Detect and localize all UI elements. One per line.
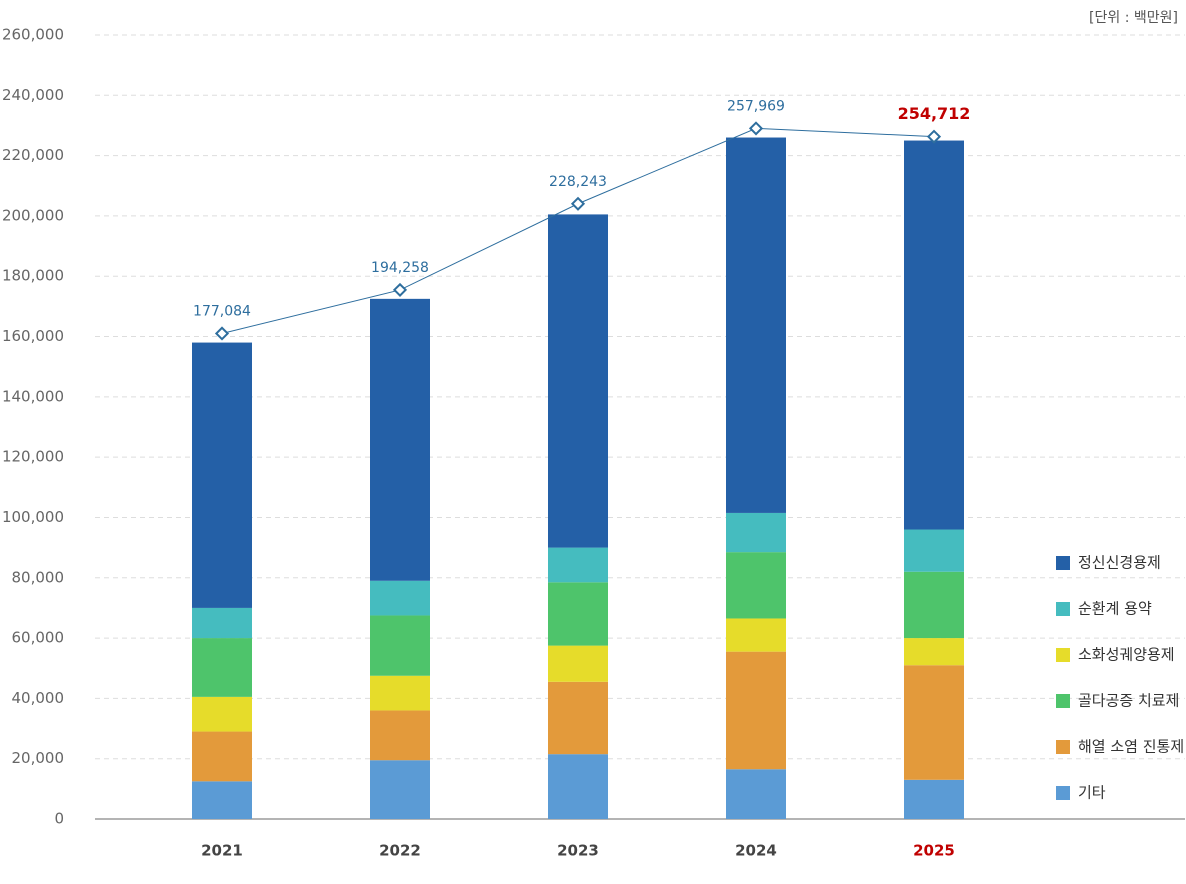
bar-segment xyxy=(726,552,786,619)
bar-segment xyxy=(726,137,786,513)
total-label: 257,969 xyxy=(727,98,785,114)
bar-segment xyxy=(192,696,252,732)
bar-segment xyxy=(726,769,786,819)
total-marker xyxy=(214,326,230,341)
bar-segment xyxy=(192,342,252,608)
legend-swatch xyxy=(1056,648,1070,662)
x-tick-label: 2021 xyxy=(201,842,243,860)
bar-segment xyxy=(904,571,964,639)
y-tick-label: 220,000 xyxy=(2,146,64,164)
legend-label: 골다공증 치료제 xyxy=(1078,692,1179,710)
bar-segment xyxy=(904,665,964,780)
y-tick-label: 240,000 xyxy=(2,86,64,104)
x-tick-label: 2023 xyxy=(557,842,599,860)
legend-swatch xyxy=(1056,786,1070,800)
y-tick-label: 140,000 xyxy=(2,387,64,405)
bar-segment xyxy=(904,638,964,666)
bar-segment xyxy=(548,582,608,646)
total-marker xyxy=(748,121,764,136)
bar-segment xyxy=(904,140,964,530)
bar-segment xyxy=(370,615,430,676)
y-tick-label: 160,000 xyxy=(2,327,64,345)
bar-segment xyxy=(726,512,786,553)
y-tick-label: 0 xyxy=(54,810,64,828)
bar-segment xyxy=(370,298,430,581)
bar-segment xyxy=(370,760,430,819)
total-label: 177,084 xyxy=(193,303,251,319)
y-tick-label: 60,000 xyxy=(12,629,65,647)
x-tick-label: 2025 xyxy=(913,842,955,860)
legend-label: 소화성궤양용제 xyxy=(1078,646,1175,664)
y-tick-label: 260,000 xyxy=(2,26,64,44)
legend-label: 정신신경용제 xyxy=(1078,554,1161,572)
bar-segment xyxy=(904,529,964,572)
x-tick-label: 2024 xyxy=(735,842,777,860)
legend-swatch xyxy=(1056,740,1070,754)
total-label: 194,258 xyxy=(371,260,429,276)
legend-swatch xyxy=(1056,602,1070,616)
total-marker xyxy=(392,282,408,298)
bar-segment xyxy=(192,607,252,639)
total-label: 228,243 xyxy=(549,174,607,190)
bar-segment xyxy=(548,547,608,583)
y-tick-label: 40,000 xyxy=(12,689,65,707)
bar-segment xyxy=(192,638,252,697)
legend-label: 순환계 용약 xyxy=(1078,600,1152,618)
total-label: 254,712 xyxy=(898,104,971,123)
total-marker xyxy=(570,196,586,211)
x-tick-label: 2022 xyxy=(379,842,421,860)
legend-swatch xyxy=(1056,556,1070,570)
bar-segment xyxy=(548,645,608,682)
y-tick-label: 80,000 xyxy=(12,568,65,586)
legend-label: 기타 xyxy=(1078,784,1106,802)
legend-swatch xyxy=(1056,694,1070,708)
bar-segment xyxy=(726,651,786,770)
y-tick-label: 120,000 xyxy=(2,448,64,466)
bar-segment xyxy=(370,675,430,711)
y-tick-label: 100,000 xyxy=(2,508,64,526)
bar-segment xyxy=(904,779,964,819)
bar-segment xyxy=(192,731,252,782)
bar-segment xyxy=(370,580,430,616)
unit-note: [단위 : 백만원] xyxy=(1089,10,1178,26)
bar-segment xyxy=(192,781,252,819)
y-tick-label: 180,000 xyxy=(2,267,64,285)
bar-segment xyxy=(370,710,430,761)
total-marker xyxy=(926,129,942,144)
bar-segment xyxy=(726,618,786,652)
y-tick-label: 200,000 xyxy=(2,206,64,224)
bar-segment xyxy=(548,754,608,819)
y-tick-label: 20,000 xyxy=(12,749,65,767)
legend-label: 해열 소염 진통제 xyxy=(1078,738,1184,756)
bar-segment xyxy=(548,681,608,755)
bar-segment xyxy=(548,214,608,548)
